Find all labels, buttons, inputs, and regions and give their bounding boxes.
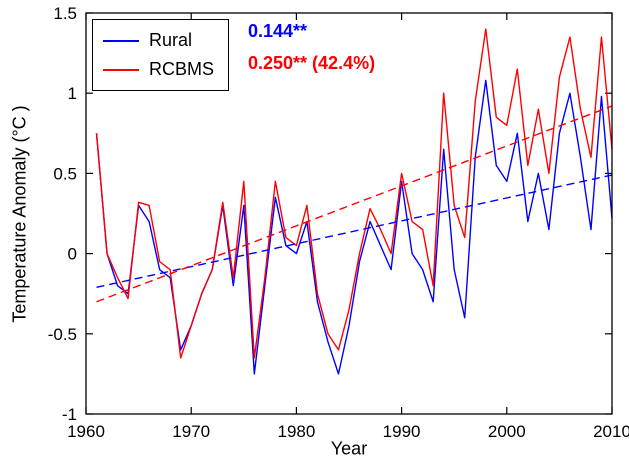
legend-label-rural: Rural — [149, 30, 193, 50]
rural-trend-line — [96, 174, 613, 288]
y-tick-label: 0.5 — [53, 164, 77, 183]
x-axis-label: Year — [330, 438, 368, 459]
y-tick-label: -0.5 — [48, 325, 77, 344]
y-tick-label: -1 — [62, 405, 77, 424]
legend-item-rcbms: RCBMS — [103, 55, 214, 84]
rural-line-sample — [103, 39, 139, 42]
y-tick-label: 1 — [68, 84, 77, 103]
x-tick-label: 1960 — [67, 422, 105, 441]
x-tick-label: 1970 — [172, 422, 210, 441]
x-tick-label: 1990 — [383, 422, 421, 441]
rcbms-trend-line — [96, 105, 613, 303]
legend-item-rural: Rural — [103, 26, 214, 55]
rcbms-line-sample — [103, 68, 139, 71]
legend: Rural RCBMS — [92, 19, 230, 91]
legend-label-rcbms: RCBMS — [149, 59, 215, 79]
rural-series-line — [95, 79, 613, 375]
y-tick-label: 1.5 — [53, 4, 77, 23]
x-tick-label: 1980 — [277, 422, 315, 441]
rcbms-series-line — [95, 28, 613, 359]
y-tick-label: 0 — [68, 245, 77, 264]
x-tick-label: 2010 — [593, 422, 629, 441]
y-axis-label: Temperature Anomaly (°C ) — [9, 105, 30, 323]
axis-box — [85, 12, 613, 415]
x-tick-label: 2000 — [488, 422, 526, 441]
rcbms-trend-value: 0.250** (42.4%) — [248, 53, 376, 73]
rural-trend-value: 0.144** — [248, 21, 308, 41]
